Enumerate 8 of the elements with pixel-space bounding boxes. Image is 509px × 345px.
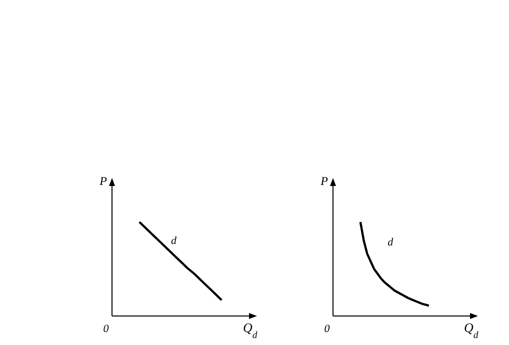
text: 0 bbox=[103, 323, 110, 335]
x-axis-title: Q$_{d}$ bbox=[464, 320, 478, 340]
y-axis-title: P bbox=[98, 174, 108, 188]
annotation: d bbox=[388, 236, 394, 248]
y-axis-title: P bbox=[320, 174, 329, 188]
annotation: d bbox=[170, 234, 177, 247]
x-axis-title: Q$_{d}$ bbox=[243, 320, 258, 340]
text: 0 bbox=[324, 323, 330, 335]
